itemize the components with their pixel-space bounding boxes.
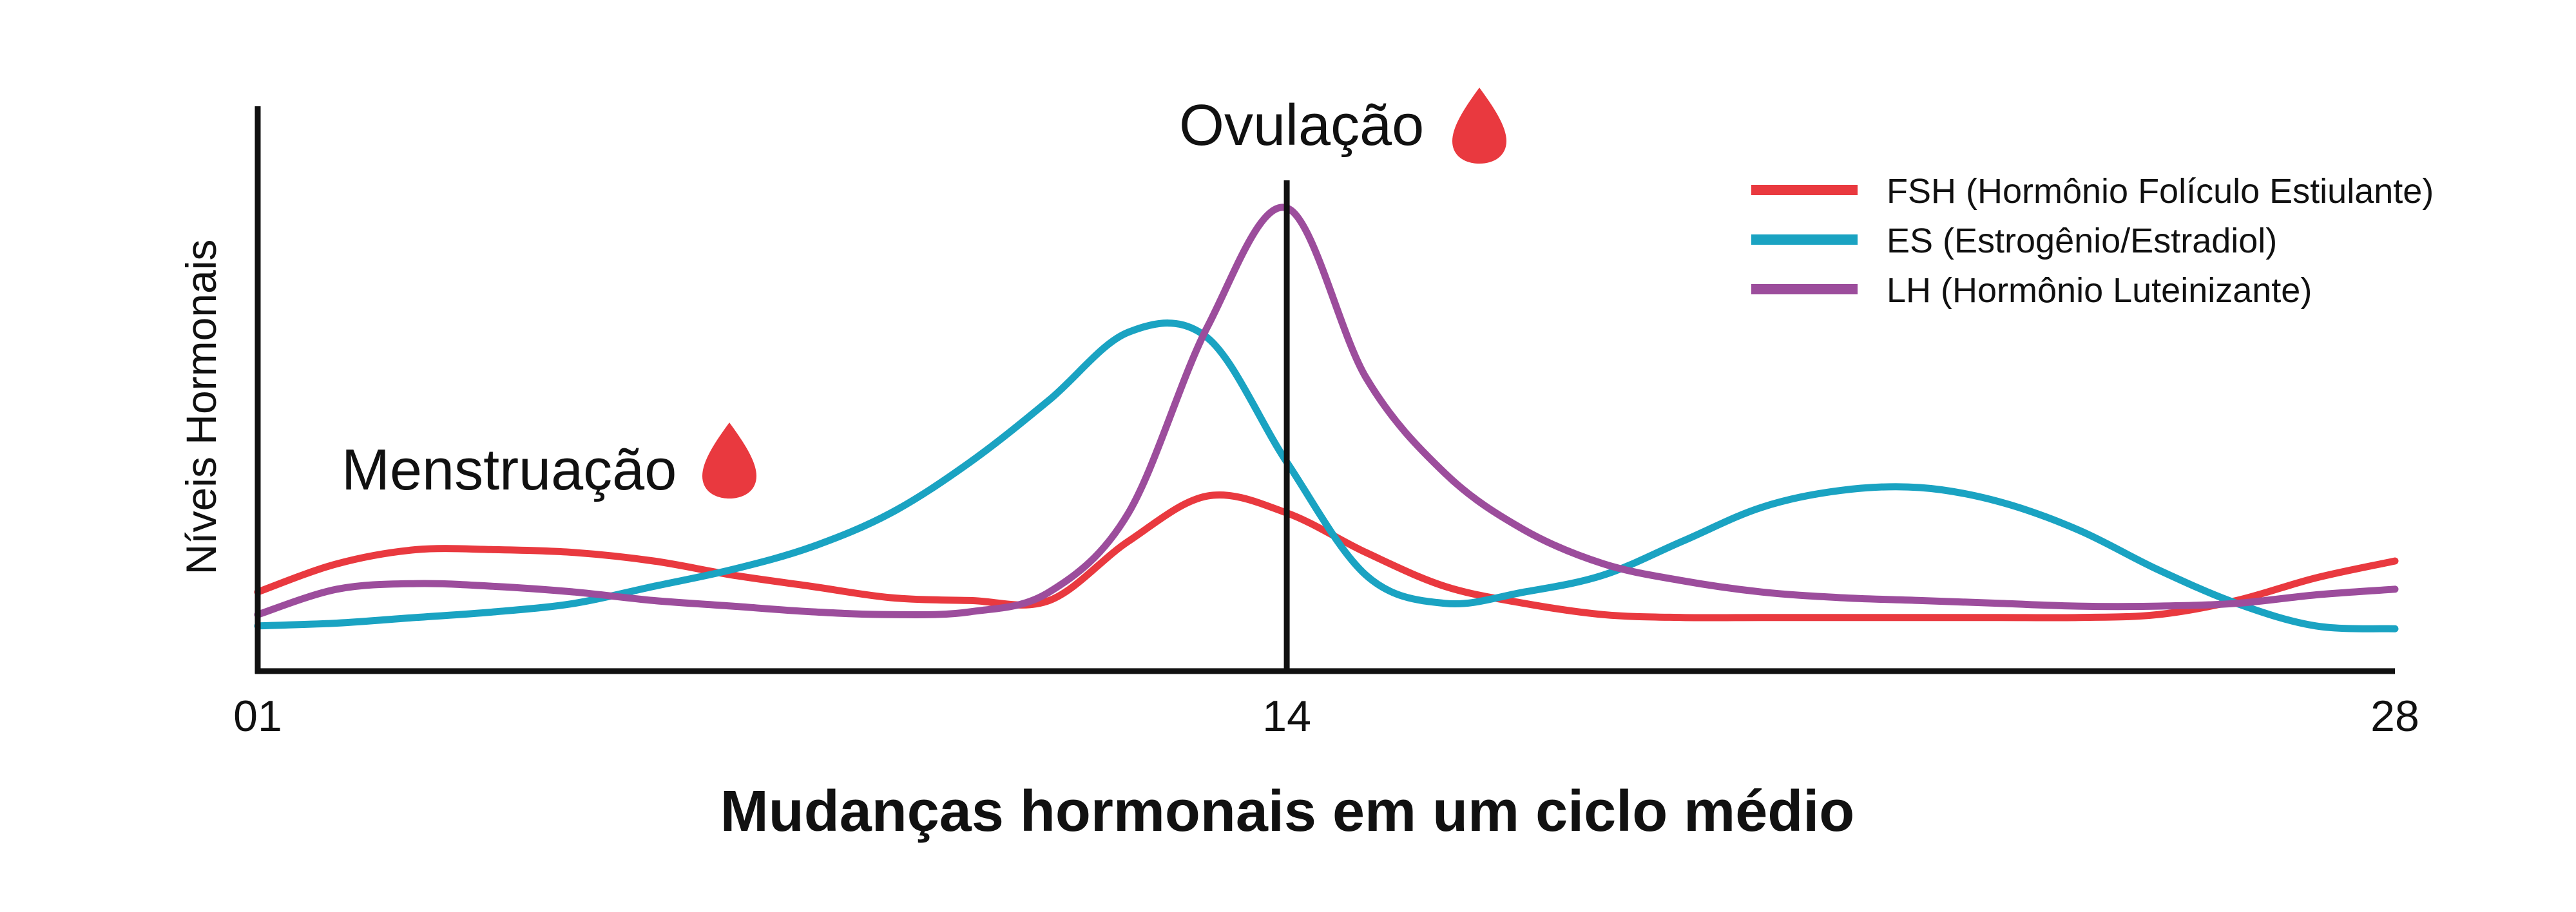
ovulation-annotation: Ovulação (1179, 88, 1506, 164)
chart-title: Mudanças hormonais em um ciclo médio (720, 779, 1854, 844)
x-tick-label: 01 (233, 692, 282, 741)
menstruation-annotation: Menstruação (341, 423, 756, 502)
ovulation-label: Ovulação (1179, 93, 1424, 158)
series-line-lh (254, 204, 2399, 618)
y-axis-label: Níveis Hormonais (177, 240, 225, 575)
legend-label-es: ES (Estrogênio/Estradiol) (1887, 222, 2277, 260)
series-line-fsh (254, 491, 2399, 622)
blood-drop-icon (1452, 88, 1506, 164)
legend-label-lh: LH (Hormônio Luteinizante) (1887, 271, 2312, 310)
series-line-es (254, 319, 2399, 632)
x-tick-label: 28 (2370, 692, 2419, 741)
x-tick-label: 14 (1262, 692, 1311, 741)
x-tick-labels: 01 14 28 (233, 692, 2419, 741)
legend: FSH (Hormônio Folículo Estiulante) ES (Es… (1751, 172, 2434, 310)
menstruation-label: Menstruação (341, 438, 677, 502)
series-layer (254, 204, 2399, 632)
blood-drop-icon (702, 423, 756, 499)
legend-label-fsh: FSH (Hormônio Folículo Estiulante) (1887, 172, 2434, 211)
